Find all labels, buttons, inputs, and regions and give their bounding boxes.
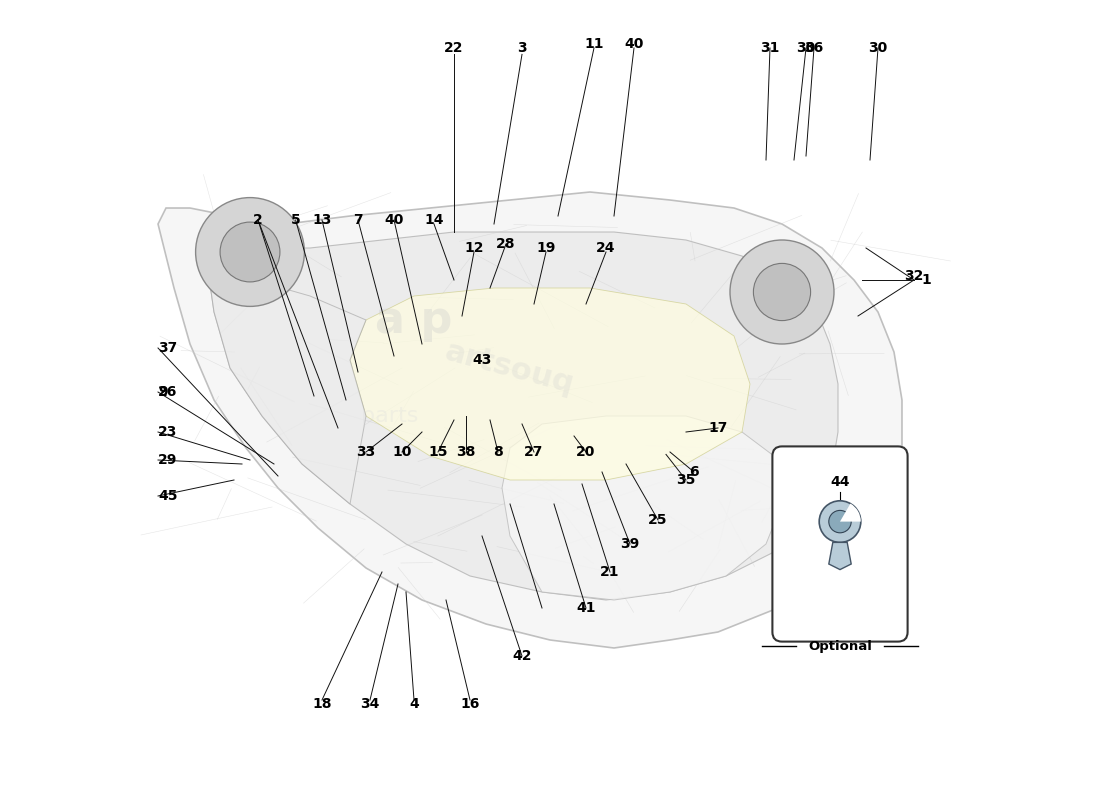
- Text: 3: 3: [517, 41, 527, 55]
- Text: 37: 37: [158, 341, 177, 355]
- Text: 13: 13: [312, 213, 332, 227]
- Text: 5: 5: [290, 213, 300, 227]
- Text: 11: 11: [584, 37, 604, 51]
- Text: 23: 23: [158, 425, 177, 439]
- Text: 32: 32: [904, 269, 924, 283]
- Text: 30: 30: [868, 41, 888, 55]
- Text: 28: 28: [496, 237, 516, 251]
- Text: 39: 39: [620, 537, 639, 551]
- Text: 38: 38: [456, 445, 475, 459]
- Text: 33: 33: [356, 445, 375, 459]
- Text: 36: 36: [804, 41, 824, 55]
- Text: 6: 6: [690, 465, 698, 479]
- Circle shape: [754, 263, 811, 321]
- Circle shape: [196, 198, 305, 306]
- Text: 24: 24: [596, 241, 616, 255]
- Text: 31: 31: [760, 41, 780, 55]
- Circle shape: [730, 240, 834, 344]
- Polygon shape: [502, 416, 782, 600]
- Text: 19: 19: [537, 241, 556, 255]
- Text: 1: 1: [921, 273, 931, 287]
- Text: 15: 15: [428, 445, 448, 459]
- Text: 18: 18: [312, 697, 332, 711]
- Circle shape: [220, 222, 279, 282]
- Text: 17: 17: [708, 421, 728, 435]
- Polygon shape: [206, 256, 366, 504]
- Text: 7: 7: [353, 213, 363, 227]
- Text: 20: 20: [576, 445, 596, 459]
- Polygon shape: [350, 288, 750, 480]
- Circle shape: [820, 501, 861, 542]
- Wedge shape: [840, 503, 861, 522]
- Text: 40: 40: [384, 213, 404, 227]
- Text: parts: parts: [361, 406, 419, 426]
- Text: 40: 40: [625, 37, 644, 51]
- Text: 21: 21: [601, 565, 619, 579]
- Text: 25: 25: [648, 513, 668, 527]
- Text: 12: 12: [464, 241, 484, 255]
- Text: 29: 29: [158, 453, 177, 467]
- Text: 26: 26: [158, 385, 177, 399]
- Text: a p: a p: [375, 298, 453, 342]
- Text: 2: 2: [253, 213, 263, 227]
- Text: 8: 8: [493, 445, 503, 459]
- Polygon shape: [158, 192, 902, 648]
- Text: 30: 30: [796, 41, 815, 55]
- Text: 14: 14: [425, 213, 443, 227]
- Text: 10: 10: [393, 445, 411, 459]
- Text: 41: 41: [576, 601, 596, 615]
- Text: 44: 44: [830, 475, 849, 490]
- Text: 34: 34: [361, 697, 379, 711]
- Polygon shape: [828, 542, 851, 570]
- Text: 27: 27: [525, 445, 543, 459]
- Text: 16: 16: [460, 697, 480, 711]
- Text: 43: 43: [472, 353, 492, 367]
- Circle shape: [828, 510, 851, 533]
- Text: 22: 22: [444, 41, 464, 55]
- Text: 9: 9: [158, 385, 167, 399]
- Polygon shape: [206, 232, 838, 600]
- Text: 45: 45: [158, 489, 177, 503]
- Text: artsouq: artsouq: [442, 337, 578, 399]
- Text: Optional: Optional: [808, 640, 872, 653]
- Text: 35: 35: [676, 473, 695, 487]
- Text: 42: 42: [513, 649, 531, 663]
- FancyBboxPatch shape: [772, 446, 908, 642]
- Text: 4: 4: [409, 697, 419, 711]
